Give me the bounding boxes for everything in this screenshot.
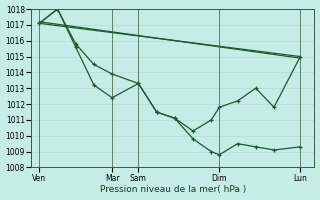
X-axis label: Pression niveau de la mer( hPa ): Pression niveau de la mer( hPa ): [100, 185, 246, 194]
